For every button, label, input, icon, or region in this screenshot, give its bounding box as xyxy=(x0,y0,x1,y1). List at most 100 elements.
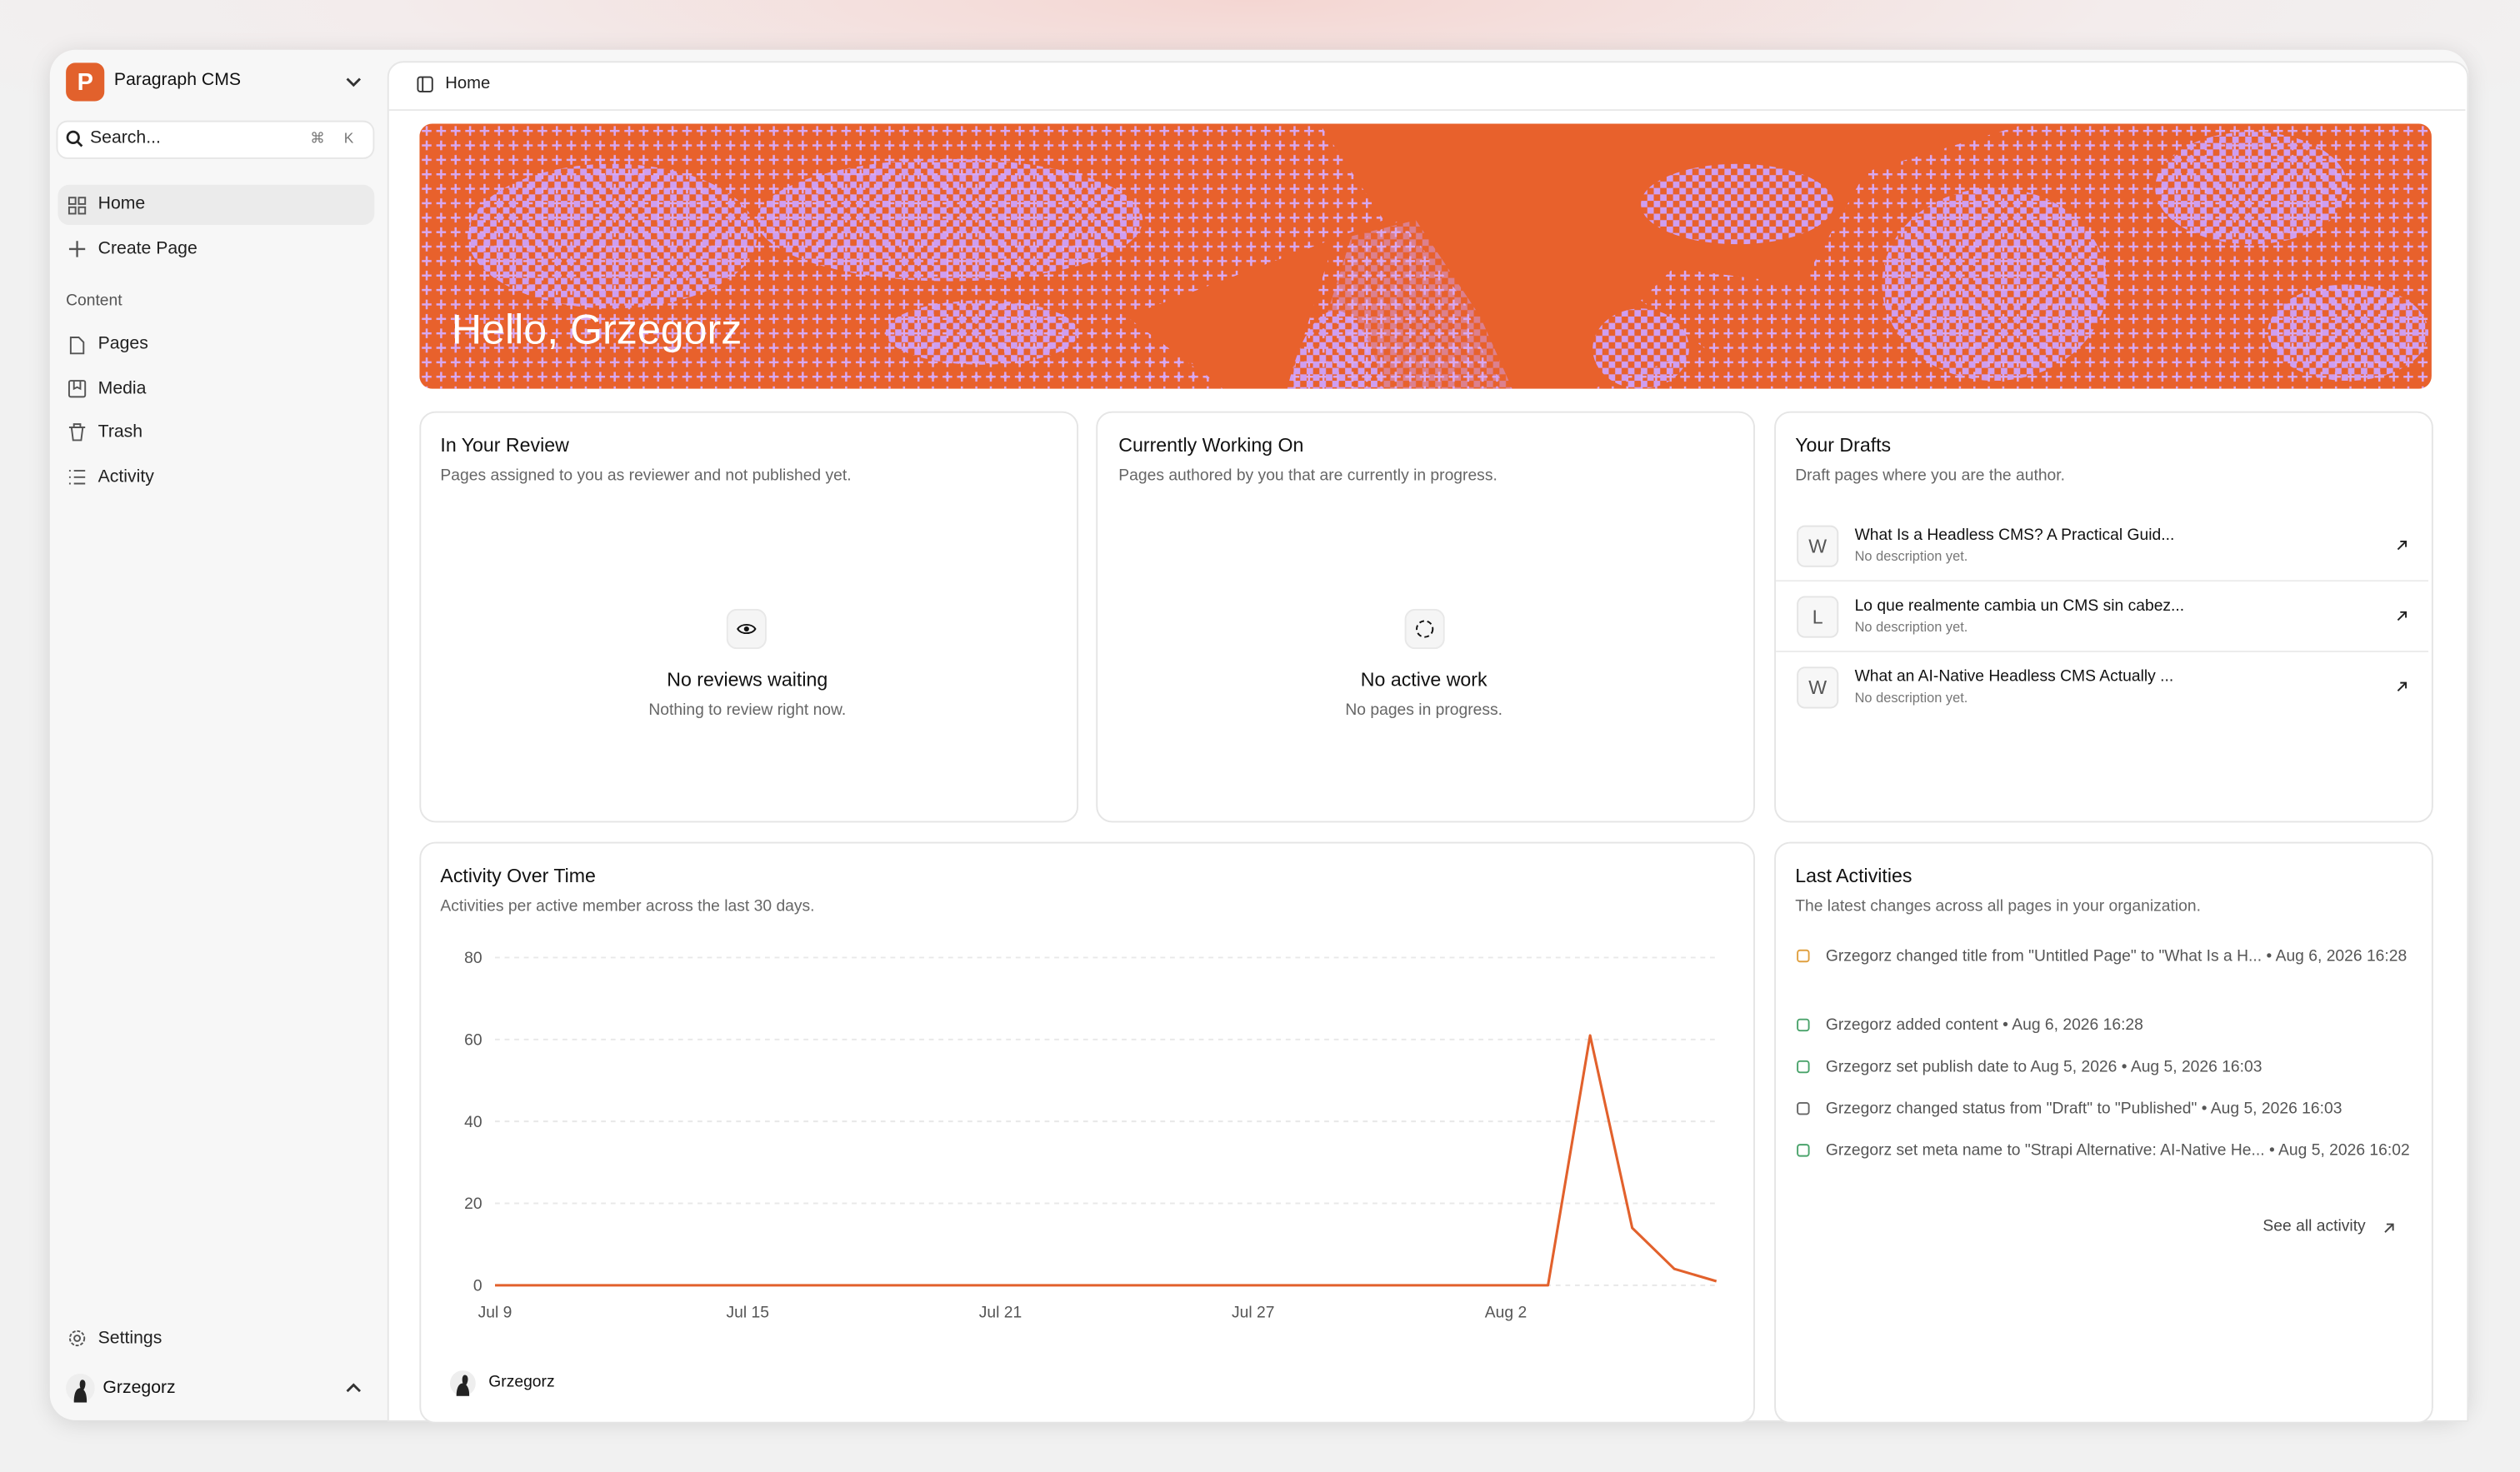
nav-icon xyxy=(68,423,86,442)
svg-text:P: P xyxy=(78,69,93,96)
card-title: Currently Working On xyxy=(1118,433,1304,457)
x-tick-label: Jul 15 xyxy=(727,1304,769,1321)
draft-title: What an AI-Native Headless CMS Actually … xyxy=(1854,668,2174,686)
activities-card xyxy=(1774,841,2433,1424)
draft-initial: W xyxy=(1797,666,1839,709)
nav-item[interactable]: Home xyxy=(98,194,146,214)
chart-card xyxy=(419,841,1755,1424)
activity-text: Grzegorz added content xyxy=(1825,1016,1998,1035)
activity-separator: • xyxy=(2002,1016,2008,1035)
open-icon[interactable] xyxy=(2395,609,2409,623)
working-card xyxy=(1096,411,1755,823)
drafts-card xyxy=(1774,411,2433,823)
nav-item[interactable]: Create Page xyxy=(98,239,198,259)
nav-icon xyxy=(68,241,86,257)
chart-subtitle: Activities per active member across the … xyxy=(440,898,815,916)
draft-description: No description yet. xyxy=(1854,547,1968,564)
chevron[interactable] xyxy=(344,1379,363,1398)
nav-icon xyxy=(69,337,85,355)
search-icon xyxy=(66,130,83,147)
activity-icon xyxy=(1797,1018,1810,1032)
y-tick-label: 60 xyxy=(464,1032,482,1050)
empty-text: Nothing to review right now. xyxy=(648,701,847,720)
card-subtitle: The latest changes across all pages in y… xyxy=(1795,898,2201,916)
nav-active-bg xyxy=(58,184,375,225)
card-title: In Your Review xyxy=(440,433,569,457)
activity-icon xyxy=(1797,1101,1810,1115)
shortcut-key: K xyxy=(343,130,354,147)
search-box[interactable] xyxy=(56,120,375,159)
activity-icon xyxy=(1797,1144,1810,1157)
nav-icon xyxy=(68,470,86,485)
draft-initial: W xyxy=(1797,525,1839,567)
draft-description: No description yet. xyxy=(1854,689,1968,706)
activity-item: Grzegorz changed status from "Draft" to … xyxy=(1826,1095,2418,1123)
user-avatar xyxy=(66,1373,95,1403)
open-icon[interactable] xyxy=(2395,680,2409,694)
activity-item: Grzegorz added content • Aug 6, 2026 16:… xyxy=(1826,1012,2418,1040)
search-placeholder: Search... xyxy=(89,128,161,148)
chevron[interactable] xyxy=(344,72,363,92)
card-title: Your Drafts xyxy=(1795,433,1892,457)
draft-row[interactable] xyxy=(1776,652,2428,721)
card-title: Last Activities xyxy=(1795,864,1912,887)
settings-link[interactable]: Settings xyxy=(98,1328,162,1349)
nav-item[interactable]: Pages xyxy=(98,334,148,354)
workspace-name[interactable]: Paragraph CMS xyxy=(113,70,242,90)
workspace-logo: P xyxy=(66,62,105,102)
empty-title: No active work xyxy=(1360,668,1488,691)
activity-separator: • xyxy=(2121,1058,2128,1077)
x-tick-label: Jul 27 xyxy=(1232,1304,1274,1321)
user-name[interactable]: Grzegorz xyxy=(102,1378,176,1398)
card-subtitle: Pages assigned to you as reviewer and no… xyxy=(440,467,852,486)
activity-item: Grzegorz changed title from "Untitled Pa… xyxy=(1826,943,2418,971)
section-label: Content xyxy=(66,292,122,311)
y-tick-label: 80 xyxy=(464,950,482,967)
greeting: Hello, Grzegorz xyxy=(451,305,742,354)
header-divider xyxy=(388,109,2466,112)
activity-text: Grzegorz changed title from "Untitled Pa… xyxy=(1825,947,2262,966)
series-line xyxy=(494,1034,1718,1287)
nav-item[interactable]: Media xyxy=(98,379,147,399)
activity-separator: • xyxy=(2268,1142,2275,1160)
draft-row[interactable] xyxy=(1776,511,2429,582)
breadcrumb: Home xyxy=(445,73,491,93)
x-tick-label: Jul 9 xyxy=(478,1304,512,1321)
activity-separator: • xyxy=(2266,947,2272,966)
x-tick-label: Jul 21 xyxy=(979,1304,1022,1321)
chart-title: Activity Over Time xyxy=(440,864,596,887)
see-all-link[interactable]: See all activity xyxy=(2262,1217,2366,1236)
legend-label: Grzegorz xyxy=(488,1373,555,1392)
settings-icon xyxy=(68,1330,86,1347)
y-tick-label: 20 xyxy=(464,1195,482,1213)
y-tick-label: 40 xyxy=(464,1114,482,1131)
activity-text: Grzegorz set publish date to Aug 5, 2026 xyxy=(1825,1058,2118,1077)
activity-icon xyxy=(1797,1060,1810,1074)
banner xyxy=(419,123,2432,389)
activity-time: Aug 5, 2026 16:03 xyxy=(2210,1100,2342,1119)
draft-row[interactable] xyxy=(1776,581,2429,652)
external-icon[interactable] xyxy=(2382,1221,2396,1235)
empty-icon xyxy=(1404,608,1445,650)
activity-time: Aug 6, 2026 16:28 xyxy=(2275,947,2408,966)
activity-icon xyxy=(1797,949,1810,963)
empty-icon xyxy=(726,608,767,650)
card-subtitle: Draft pages where you are the author. xyxy=(1795,467,2066,486)
empty-text: No pages in progress. xyxy=(1345,701,1503,720)
x-tick-label: Aug 2 xyxy=(1485,1304,1527,1321)
activity-time: Aug 6, 2026 16:28 xyxy=(2012,1016,2143,1035)
open-icon[interactable] xyxy=(2395,538,2409,552)
activity-time: Aug 5, 2026 16:02 xyxy=(2278,1142,2410,1160)
nav-item[interactable]: Trash xyxy=(98,422,143,442)
draft-title: What Is a Headless CMS? A Practical Guid… xyxy=(1854,526,2175,545)
shortcut-key: ⌘ xyxy=(310,130,325,147)
activity-separator: • xyxy=(2201,1100,2208,1119)
activity-time: Aug 5, 2026 16:03 xyxy=(2130,1058,2262,1077)
sidebar-toggle[interactable] xyxy=(416,76,433,93)
activity-text: Grzegorz set meta name to "Strapi Altern… xyxy=(1825,1142,2265,1160)
nav-item[interactable]: Activity xyxy=(98,467,154,487)
activity-item: Grzegorz set publish date to Aug 5, 2026… xyxy=(1826,1054,2418,1081)
activity-item: Grzegorz set meta name to "Strapi Altern… xyxy=(1826,1137,2418,1165)
